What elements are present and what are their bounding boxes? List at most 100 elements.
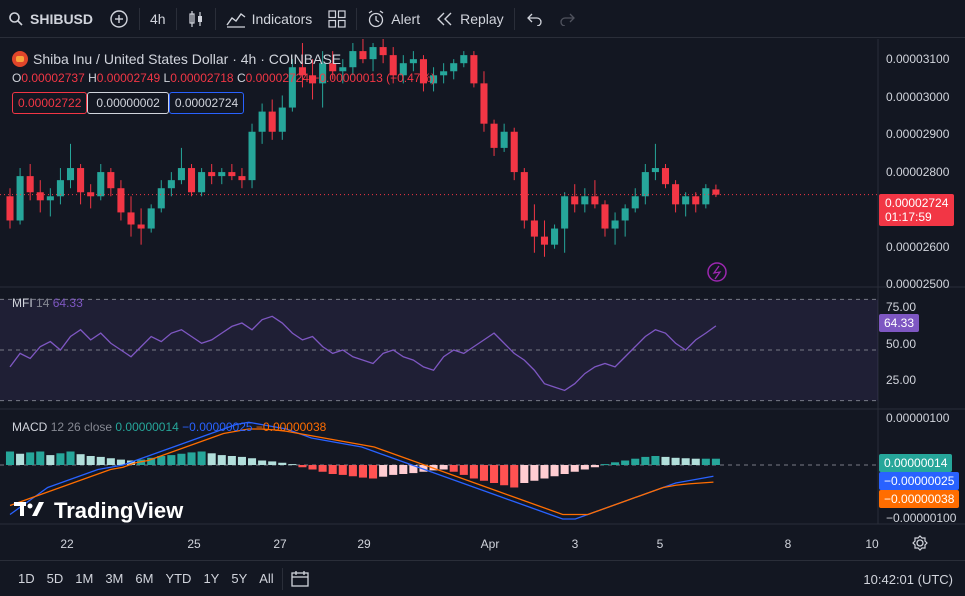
candle-body	[440, 71, 448, 76]
candle-body	[581, 196, 589, 205]
candle-body	[500, 131, 508, 148]
price-tick: 0.00002900	[886, 127, 950, 141]
undo-icon	[525, 12, 543, 26]
range-1y[interactable]: 1Y	[203, 571, 220, 586]
macd-param: 12 26 close	[50, 420, 113, 434]
macd-histogram-bar	[338, 465, 347, 475]
candle-body	[309, 75, 317, 84]
macd-histogram-bar	[691, 458, 700, 465]
candle-body	[349, 51, 357, 68]
tradingview-logo[interactable]: TradingView	[14, 498, 183, 524]
candle-body	[16, 176, 24, 221]
candle-body	[218, 172, 226, 177]
macd-histogram-bar	[570, 465, 579, 472]
alert-button[interactable]: Alert	[359, 0, 428, 38]
macd-histogram-bar	[560, 465, 569, 474]
macd-hist-badge: 0.00000014	[879, 454, 953, 472]
divider	[214, 7, 216, 30]
bottom-toolbar: 1D 5D 1M 3M 6M YTD 1Y 5Y All 10:42:01 (U…	[0, 560, 965, 596]
buy-price-button[interactable]: 0.00002724	[168, 92, 245, 114]
candle-body	[329, 63, 337, 72]
high-key: H	[88, 71, 97, 85]
change-value: −0.00000013 (−0.47%)	[312, 71, 436, 85]
range-3m[interactable]: 3M	[105, 571, 124, 586]
tradingview-logo-icon	[14, 498, 48, 524]
candle-body	[601, 204, 609, 229]
bid-ask-row: 0.00002722 0.00000002 0.00002724	[12, 92, 245, 114]
low-key: L	[163, 71, 171, 85]
range-ytd[interactable]: YTD	[165, 571, 192, 586]
macd-histogram-bar	[409, 465, 418, 474]
layouts-button[interactable]	[320, 0, 354, 38]
macd-histogram-bar	[661, 456, 670, 465]
candle-body	[157, 188, 165, 209]
range-6m[interactable]: 6M	[135, 571, 154, 586]
candle-body	[147, 208, 155, 229]
interval-button[interactable]: 4h	[142, 0, 174, 38]
undo-button[interactable]	[517, 0, 551, 38]
candle-body	[97, 172, 105, 197]
range-5d[interactable]: 5D	[46, 571, 64, 586]
macd-histogram-bar	[369, 465, 378, 479]
candle-body	[470, 55, 478, 84]
rewind-icon	[436, 12, 454, 26]
candle-body	[46, 196, 54, 201]
utc-clock[interactable]: 10:42:01 (UTC)	[863, 572, 953, 587]
search-icon	[8, 11, 24, 27]
macd-histogram-bar	[288, 464, 297, 466]
range-5y[interactable]: 5Y	[231, 571, 248, 586]
sell-price-button[interactable]: 0.00002722	[12, 92, 88, 114]
macd-histogram-bar	[358, 465, 367, 478]
candle-body	[248, 131, 256, 181]
candle-body	[480, 83, 488, 124]
macd-histogram-bar	[116, 459, 125, 465]
chart-canvas[interactable]	[0, 39, 965, 560]
candle-body	[369, 47, 377, 60]
redo-button[interactable]	[551, 0, 585, 38]
candle-body	[167, 180, 175, 189]
macd-histogram-bar	[651, 456, 660, 465]
candle-body	[117, 188, 125, 213]
macd-histogram-bar	[328, 465, 337, 474]
macd-histogram-bar	[671, 457, 680, 465]
chart-area[interactable]: Shiba Inu / United States Dollar · 4h · …	[0, 39, 965, 560]
replay-button[interactable]: Replay	[428, 0, 512, 38]
symbol-search[interactable]: SHIBUSD	[0, 0, 101, 38]
macd-histogram-bar	[459, 465, 468, 475]
mfi-name: MFI	[12, 296, 33, 310]
range-all[interactable]: All	[259, 571, 274, 586]
price-tick: 0.00002800	[886, 165, 950, 179]
candle-body	[87, 192, 95, 197]
macd-histogram-bar	[449, 465, 458, 472]
macd-histogram-bar	[490, 465, 499, 483]
macd-histogram-bar	[530, 465, 539, 481]
time-tick: 22	[60, 537, 74, 551]
alert-label: Alert	[391, 10, 421, 27]
goto-date-button[interactable]	[285, 570, 317, 588]
range-1m[interactable]: 1M	[75, 571, 94, 586]
alarm-clock-icon	[367, 9, 385, 28]
macd-legend[interactable]: MACD 12 26 close 0.00000014 −0.00000025 …	[12, 420, 326, 434]
candle-body	[530, 220, 538, 237]
candle-body	[661, 168, 670, 185]
series-legend: Shiba Inu / United States Dollar · 4h · …	[12, 51, 341, 67]
indicators-label: Indicators	[251, 10, 313, 27]
macd-line-badge: −0.00000025	[879, 472, 960, 490]
mfi-legend[interactable]: MFI 14 64.33	[12, 296, 83, 310]
range-1d[interactable]: 1D	[18, 571, 35, 586]
chart-type-button[interactable]	[179, 0, 213, 38]
candle-body	[77, 168, 85, 193]
candle-body	[107, 172, 115, 189]
macd-histogram-bar	[56, 453, 65, 465]
candle-body	[258, 111, 266, 132]
macd-hist-value: 0.00000014	[115, 420, 179, 434]
symbol-name: SHIBUSD	[30, 10, 94, 27]
macd-histogram-bar	[106, 458, 115, 465]
compare-symbol-button[interactable]	[101, 0, 137, 38]
chart-settings-button[interactable]	[912, 535, 928, 554]
price-tick: 0.00002600	[886, 240, 950, 254]
macd-histogram-bar	[681, 458, 690, 465]
macd-tick: 0.00000100	[886, 411, 950, 425]
candle-body	[36, 192, 44, 201]
indicators-button[interactable]: Indicators	[218, 0, 321, 38]
